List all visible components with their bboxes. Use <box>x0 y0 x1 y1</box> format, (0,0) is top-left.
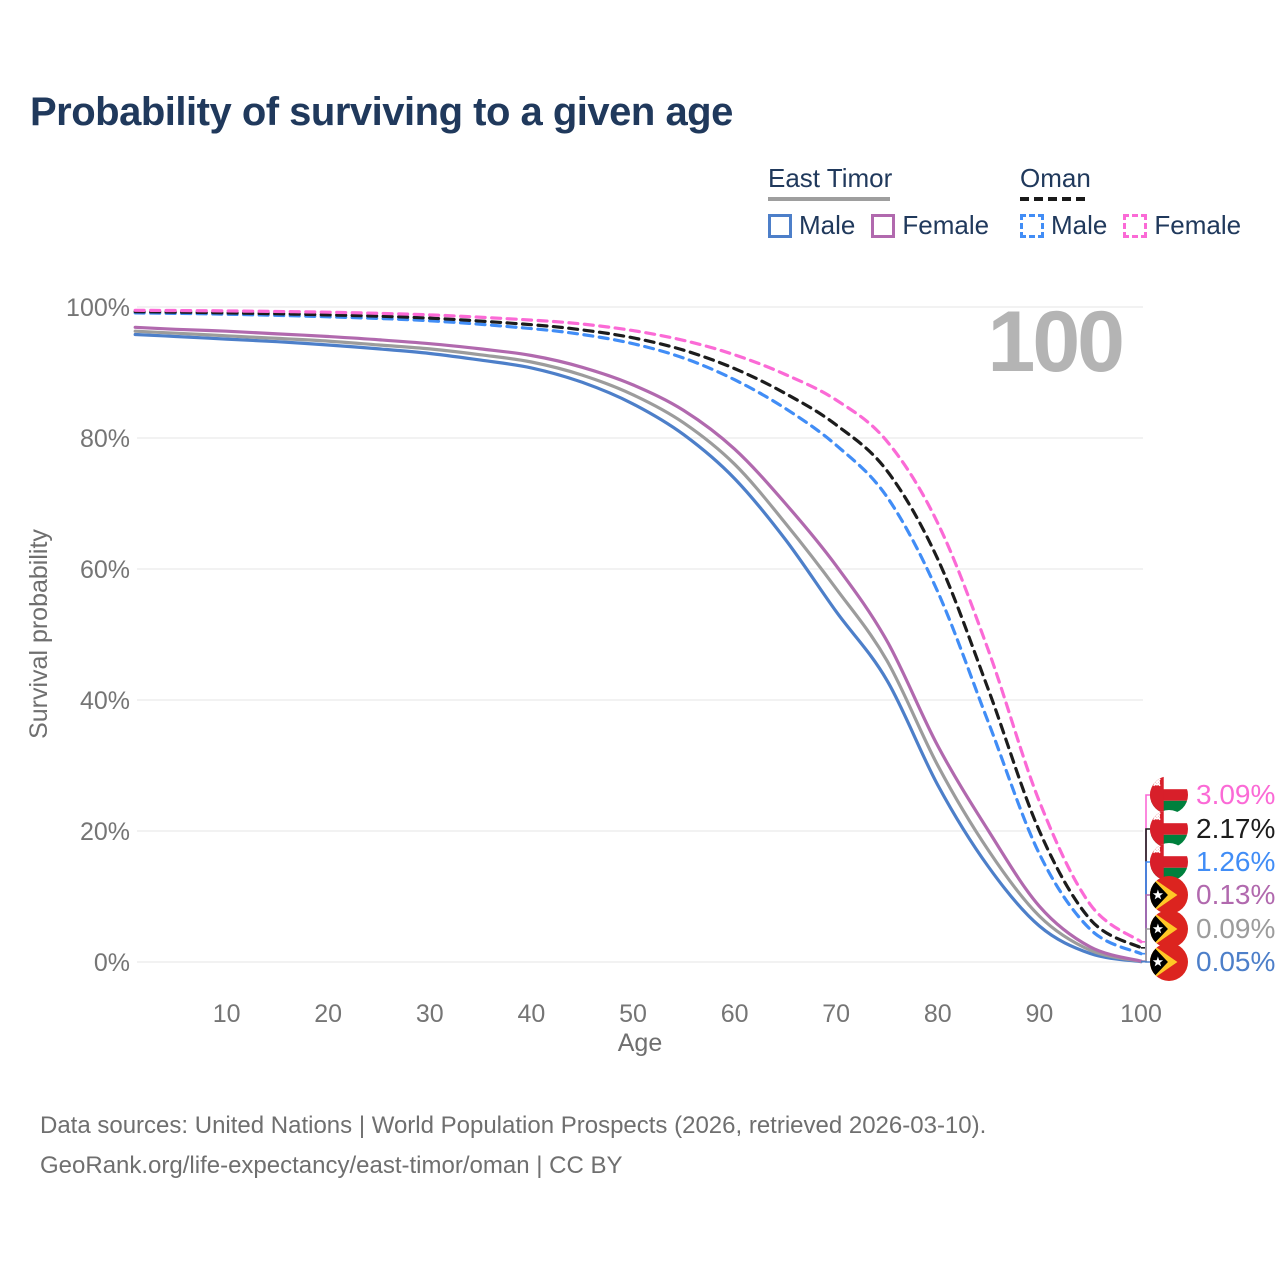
legend-label-female[interactable]: Female <box>902 210 990 240</box>
oman-flag-icon <box>1150 810 1188 848</box>
legend: East Timor Male Female Oman Male Female <box>0 163 1280 243</box>
legend-label-female[interactable]: Female <box>1154 210 1242 240</box>
oman-line-sample <box>1020 197 1088 201</box>
attribution-text: GeoRank.org/life-expectancy/east-timor/o… <box>40 1152 623 1179</box>
curve-oman-female <box>133 308 1143 944</box>
end-label-east-timor-both: 0.09% <box>1150 909 1275 949</box>
x-tick-label: 70 <box>822 1000 850 1028</box>
x-tick-label: 100 <box>1120 1000 1162 1028</box>
oman-flag-icon <box>1150 843 1188 881</box>
curve-oman-male <box>133 311 1143 956</box>
legend-swatch-east-timor-female[interactable] <box>871 213 896 238</box>
y-tick-label: 100% <box>66 294 130 322</box>
x-tick-label: 90 <box>1025 1000 1053 1028</box>
y-tick-label: 80% <box>80 425 130 453</box>
data-sources-text: Data sources: United Nations | World Pop… <box>40 1112 987 1139</box>
watermark-age-100: 100 <box>988 294 1123 390</box>
curve-east-timor-male <box>133 332 1143 964</box>
end-label-east-timor-male: 0.05% <box>1150 942 1275 982</box>
end-label-value: 0.13% <box>1196 879 1276 910</box>
east-timor-flag-icon <box>1150 943 1188 981</box>
curve-east-timor-both <box>133 329 1143 963</box>
legend-group-east-timor: East Timor Male Female <box>768 163 1005 241</box>
legend-swatch-east-timor-male[interactable] <box>768 213 792 238</box>
legend-group-oman: Oman Male Female <box>1020 163 1257 241</box>
end-label-oman-male: 1.26% <box>1150 842 1275 882</box>
y-tick-label: 40% <box>80 687 130 715</box>
x-tick-label: 60 <box>721 1000 749 1028</box>
y-tick-label: 0% <box>94 949 130 977</box>
x-tick-label: 30 <box>416 1000 444 1028</box>
x-tick-label: 20 <box>314 1000 342 1028</box>
end-label-oman-both: 2.17% <box>1150 809 1275 849</box>
x-tick-label: 80 <box>924 1000 952 1028</box>
oman-flag-icon <box>1150 776 1188 814</box>
curve-east-timor-female <box>133 325 1143 963</box>
x-tick-label: 50 <box>619 1000 647 1028</box>
end-label-value: 1.26% <box>1196 846 1276 877</box>
y-tick-label: 60% <box>80 556 130 584</box>
x-tick-label: 10 <box>213 1000 241 1028</box>
legend-group-label: East Timor <box>768 163 893 193</box>
leader-line <box>1141 928 1150 963</box>
legend-swatch-oman-female[interactable] <box>1123 213 1148 238</box>
legend-label-male[interactable]: Male <box>1051 210 1108 240</box>
east-timor-line-sample <box>768 197 890 201</box>
end-label-oman-female: 3.09% <box>1150 775 1275 815</box>
end-label-value: 2.17% <box>1196 813 1276 844</box>
page-title: Probability of surviving to a given age <box>30 90 733 134</box>
footer: Data sources: United Nations | World Pop… <box>40 1106 986 1186</box>
east-timor-flag-icon <box>1150 910 1188 948</box>
legend-label-male[interactable]: Male <box>799 210 856 240</box>
end-label-value: 0.05% <box>1196 946 1276 977</box>
y-axis-title: Survival probability <box>25 529 53 739</box>
curve-oman-both <box>133 310 1143 950</box>
x-axis-title: Age <box>618 1029 662 1057</box>
legend-swatch-oman-male[interactable] <box>1020 213 1044 238</box>
x-tick-label: 40 <box>517 1000 545 1028</box>
end-label-east-timor-female: 0.13% <box>1150 875 1275 915</box>
legend-group-label: Oman <box>1020 163 1091 193</box>
east-timor-flag-icon <box>1150 876 1188 914</box>
end-label-value: 3.09% <box>1196 779 1276 810</box>
end-label-value: 0.09% <box>1196 913 1276 944</box>
y-tick-label: 20% <box>80 818 130 846</box>
